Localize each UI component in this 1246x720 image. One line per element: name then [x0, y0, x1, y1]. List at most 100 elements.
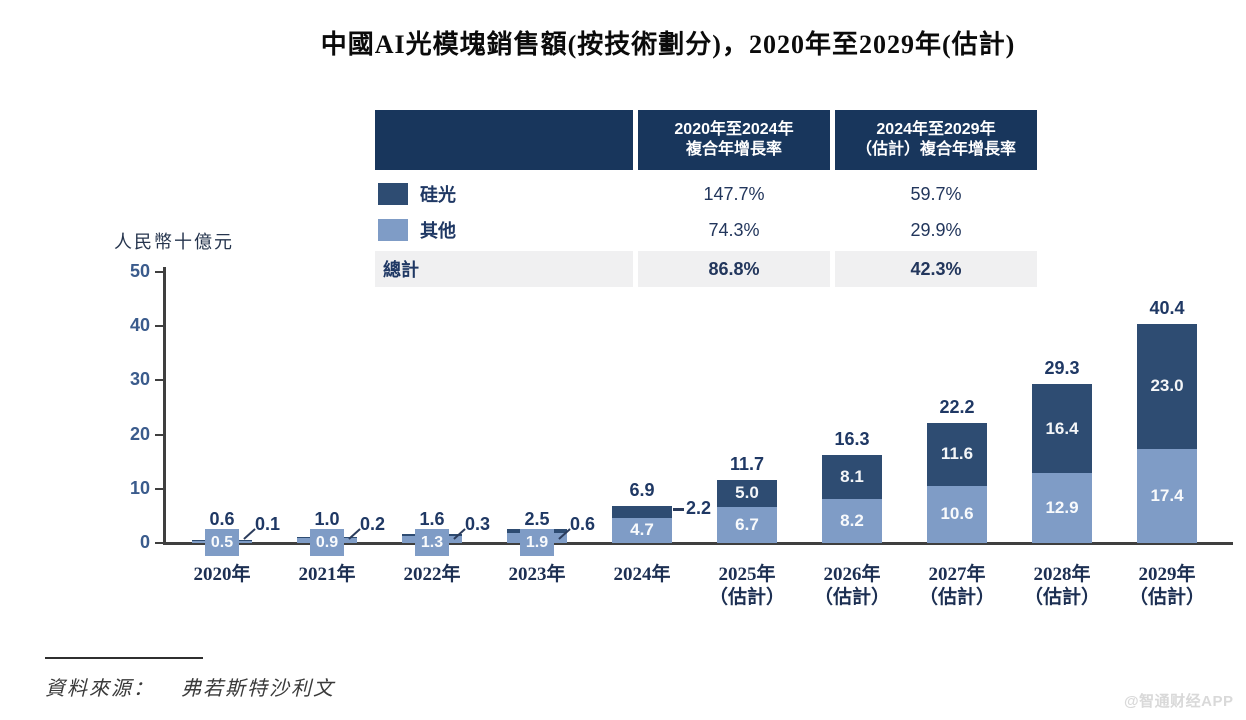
cagr-value: 42.3% — [910, 258, 962, 279]
cagr-value: 59.7% — [910, 183, 962, 204]
siph-callout-line — [673, 507, 684, 511]
x-axis-tick-label: 2028年 （估計） — [1007, 563, 1117, 609]
y-axis-tick-mark — [155, 542, 164, 544]
total-value-label: 2.5 — [524, 509, 550, 529]
x-axis-tick-estimate: （估計） — [1023, 587, 1100, 608]
bar-segment-siph — [717, 479, 777, 507]
other-value-label-box: 0.5 — [205, 529, 239, 556]
x-axis-tick-year: 2024年 — [613, 564, 671, 585]
x-axis-tick-label: 2020年 — [167, 563, 277, 586]
source-value: 弗若斯特沙利文 — [181, 678, 335, 700]
x-axis-tick-estimate: （估計） — [918, 587, 995, 608]
bar-segment-other — [927, 485, 987, 543]
bar-segment-other — [1032, 473, 1092, 543]
bar-segment-siph — [927, 422, 987, 486]
x-axis-tick-label: 2029年 （估計） — [1112, 563, 1222, 609]
other-value-label: 17.4 — [1150, 485, 1184, 505]
header-line2: 複合年增長率 — [685, 141, 782, 158]
bar-segment-other — [1137, 448, 1197, 543]
row-label-cell: 其他 — [375, 214, 633, 246]
y-axis-tick-mark — [155, 271, 164, 273]
other-value-label: 4.7 — [630, 520, 654, 540]
x-axis-tick-estimate: （估計） — [1128, 587, 1205, 608]
x-axis-tick-year: 2028年 — [1033, 564, 1091, 585]
cagr-table-header-cell-2: 2024年至2029年 （估計）複合年增長率 — [835, 110, 1037, 170]
siph-value-label: 8.1 — [840, 466, 864, 486]
legend-swatch-siph-icon — [378, 183, 408, 205]
y-axis-tick-mark — [155, 325, 164, 328]
siph-value-label: 11.6 — [940, 444, 974, 464]
other-value-label: 12.9 — [1045, 498, 1079, 518]
total-value-label: 22.2 — [939, 396, 975, 417]
source-divider-line — [45, 657, 203, 659]
x-axis-tick-year: 2021年 — [298, 564, 356, 585]
other-value-label-box: 0.9 — [310, 529, 344, 556]
cagr-table-legend-row: 其他 74.3% 29.9% — [375, 214, 1037, 246]
header-line1: 2024年至2029年 — [876, 121, 996, 138]
cagr-value-cell: 42.3% — [835, 251, 1037, 287]
y-axis-tick-label: 10 — [129, 477, 150, 498]
total-value-label: 6.9 — [629, 479, 655, 500]
x-axis-tick-year: 2023年 — [508, 564, 566, 585]
bar-segment-siph — [1137, 324, 1197, 449]
bar-segment-siph — [1032, 384, 1092, 474]
y-axis-tick-mark — [155, 487, 164, 490]
x-axis-tick-label: 2027年 （估計） — [902, 563, 1012, 609]
row-label: 其他 — [420, 221, 456, 241]
x-axis-tick-year: 2027年 — [928, 564, 986, 585]
siph-callout-label: 0.1 — [255, 514, 281, 534]
x-axis-line — [163, 542, 1233, 545]
x-axis-tick-label: 2026年 （估計） — [797, 563, 907, 609]
other-value-label: 10.6 — [940, 504, 974, 524]
y-axis-tick-label: 0 — [139, 532, 150, 552]
header-line1: 2020年至2024年 — [674, 121, 794, 138]
other-value-label: 8.2 — [840, 510, 864, 530]
legend-swatch-other-icon — [378, 219, 408, 241]
y-axis-tick-label: 50 — [129, 261, 150, 281]
x-axis-tick-year: 2020年 — [193, 564, 251, 585]
total-value-label: 11.7 — [729, 453, 765, 474]
cagr-table-header-row: 2020年至2024年 複合年增長率 2024年至2029年 （估計）複合年增長率 — [375, 110, 1037, 170]
siph-callout-label: 0.2 — [360, 514, 386, 534]
y-axis-tick-label: 30 — [129, 369, 150, 390]
x-axis-tick-estimate: （估計） — [708, 587, 785, 608]
cagr-value: 86.8% — [708, 258, 760, 279]
siph-value-label: 23.0 — [1150, 376, 1184, 396]
x-axis-tick-label: 2024年 — [587, 563, 697, 586]
x-axis-tick-year: 2022年 — [403, 564, 461, 585]
siph-callout-label: 0.3 — [465, 514, 491, 534]
x-axis-tick-label: 2025年 （估計） — [692, 563, 802, 609]
cagr-value-cell: 86.8% — [638, 251, 830, 287]
cagr-value: 74.3% — [708, 219, 760, 240]
x-axis-tick-estimate: （估計） — [813, 587, 890, 608]
bar-segment-siph — [612, 505, 672, 518]
total-value-label: 16.3 — [834, 428, 870, 449]
x-axis-tick-year: 2026年 — [823, 564, 881, 585]
siph-callout-label: 0.6 — [570, 514, 596, 534]
other-value-label: 6.7 — [735, 514, 759, 534]
source-label: 資料來源： — [45, 678, 155, 700]
y-axis-unit-label: 人民幣十億元 — [114, 232, 234, 252]
y-axis-line — [163, 267, 166, 545]
row-label-cell: 硅光 — [375, 178, 633, 210]
cagr-value-cell: 74.3% — [638, 214, 830, 246]
bar-segment-other — [822, 498, 882, 543]
x-axis-tick-label: 2021年 — [272, 563, 382, 586]
x-axis-tick-year: 2029年 — [1138, 564, 1196, 585]
bar-segment-other — [612, 517, 672, 543]
source-note: 資料來源： 弗若斯特沙利文 — [45, 672, 335, 701]
bar-segment-siph — [822, 454, 882, 499]
total-value-label: 1.6 — [419, 509, 445, 529]
other-value-label-box: 1.3 — [415, 529, 449, 556]
y-axis-tick-mark — [155, 433, 164, 436]
other-value-label-box: 1.9 — [520, 529, 554, 556]
total-value-label: 29.3 — [1044, 358, 1080, 379]
cagr-table: 2020年至2024年 複合年增長率 2024年至2029年 （估計）複合年增長率硅光… — [375, 110, 1037, 287]
cagr-value: 147.7% — [703, 183, 765, 204]
total-value-label: 1.0 — [314, 509, 340, 529]
siph-value-label: 16.4 — [1045, 418, 1079, 438]
row-label-cell: 總計 — [375, 251, 633, 287]
header-line2: （估計）複合年增長率 — [855, 141, 1016, 158]
siph-callout-label: 2.2 — [686, 497, 712, 518]
